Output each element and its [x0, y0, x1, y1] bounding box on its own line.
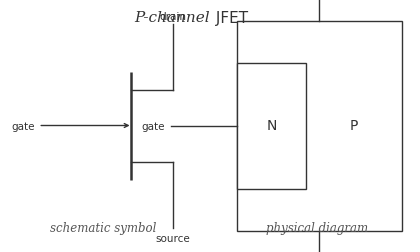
FancyBboxPatch shape	[237, 21, 402, 231]
Text: drain: drain	[160, 11, 186, 21]
Text: P: P	[350, 119, 358, 133]
Text: source: source	[156, 234, 191, 243]
Text: N: N	[266, 119, 276, 133]
Text: schematic symbol: schematic symbol	[50, 222, 156, 234]
Text: physical diagram: physical diagram	[266, 222, 368, 234]
Text: P-channel: P-channel	[134, 11, 210, 25]
FancyBboxPatch shape	[237, 63, 306, 189]
Text: gate: gate	[12, 121, 35, 131]
Text: JFET: JFET	[211, 11, 248, 26]
Text: gate: gate	[141, 121, 165, 131]
